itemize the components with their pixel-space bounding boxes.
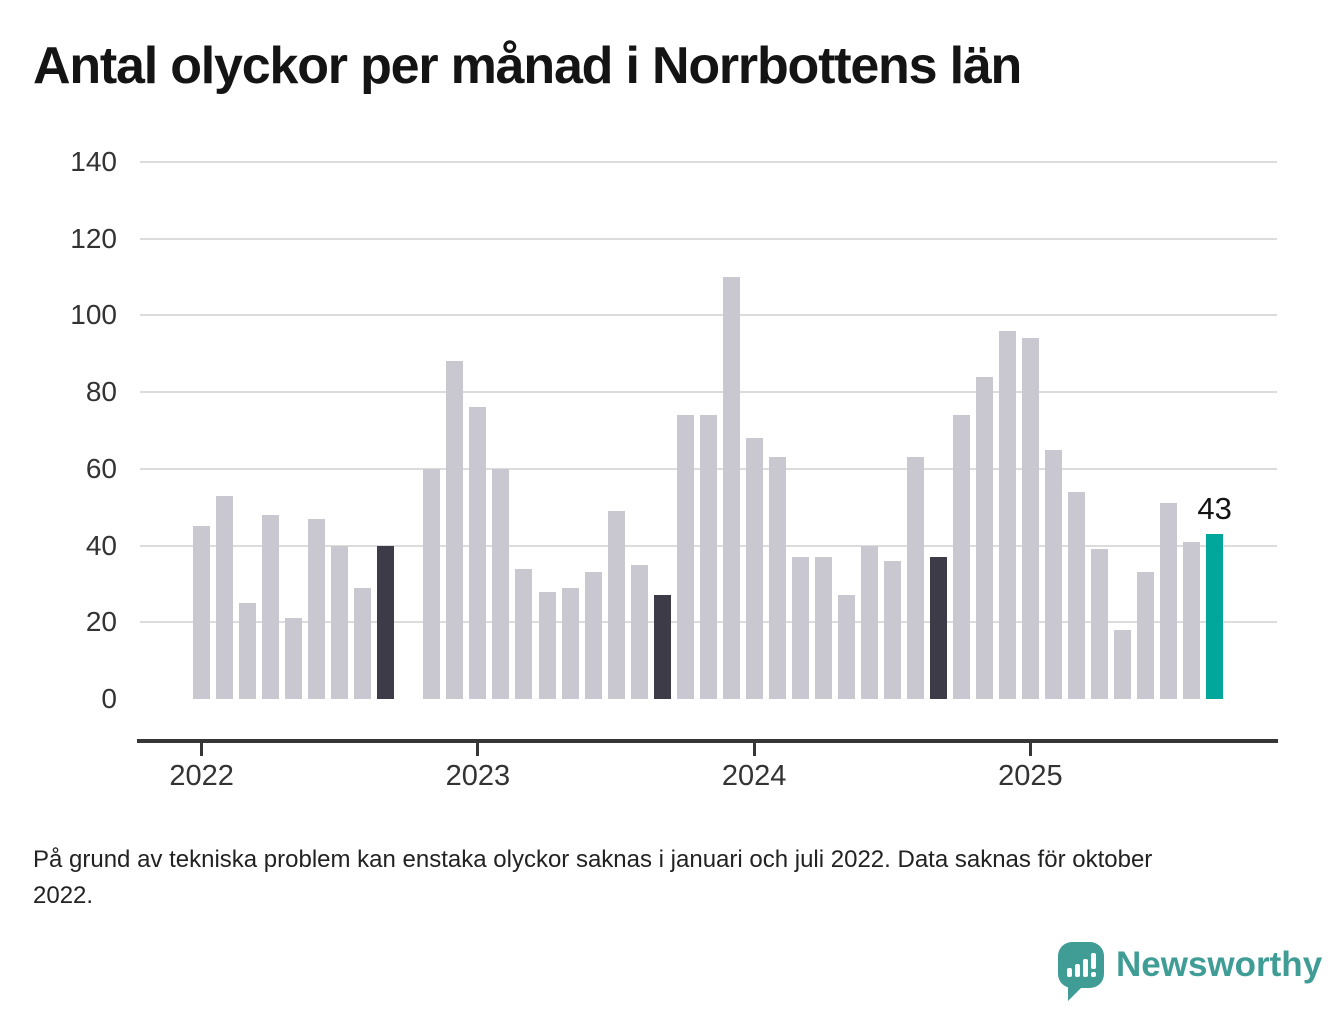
bar-2024-03: [791, 557, 809, 699]
bar-2024-07: [883, 560, 901, 699]
gridline-120: [140, 237, 1277, 240]
bar-2023-12: [722, 277, 740, 699]
bar-chart: 0 20 40 60 80 100 120 140 43 2022 2023 2024 2025: [0, 120, 1340, 792]
newsworthy-bubble-chart-icon: [1058, 942, 1104, 1001]
mini-bar-chart-icon: [1067, 951, 1096, 977]
y-axis-label-140: 140: [70, 146, 117, 177]
y-axis-label-120: 120: [70, 222, 117, 254]
y-axis-label-80: 80: [85, 376, 117, 408]
bar-2024-02: [768, 457, 786, 699]
bar-2025-07: [1160, 503, 1178, 699]
bar-2024-05: [837, 595, 855, 699]
bar-2024-04: [814, 557, 832, 699]
x-axis-line: [137, 739, 1278, 743]
bar-2022-08: [354, 587, 372, 699]
x-axis-label-2023: 2023: [445, 760, 511, 792]
newsworthy-wordmark: Newsworthy: [1116, 945, 1323, 984]
bar-2025-06: [1137, 572, 1155, 699]
x-tick-2025: [1028, 743, 1032, 756]
x-axis-label-2024: 2024: [721, 760, 787, 792]
y-axis-label-20: 20: [85, 606, 117, 638]
bar-2023-10: [676, 415, 694, 699]
bar-2023-01: [469, 407, 487, 699]
bar-2024-11: [975, 376, 993, 699]
bar-2024-10: [952, 415, 970, 699]
bar-2023-03: [515, 568, 533, 699]
x-axis-label-2022: 2022: [169, 760, 234, 792]
bar-2025-01: [1021, 338, 1039, 699]
bar-2024-01: [745, 438, 763, 699]
bar-2022-04: [262, 514, 280, 699]
gridline-140: [140, 161, 1277, 163]
bar-2025-04: [1090, 549, 1108, 699]
bar-2022-05: [285, 618, 303, 699]
plot-area: 0 20 40 60 80 100 120 140 43 2022 2023 2024 2025: [70, 147, 1278, 792]
y-axis-label-0: 0: [101, 683, 117, 714]
bar-2025-08: [1183, 541, 1201, 699]
gridline-80: [140, 391, 1277, 394]
speech-bubble-tail: [1068, 986, 1083, 1001]
bar-2022-02: [216, 495, 234, 699]
bar-2023-09: [653, 595, 671, 699]
bar-2023-11: [699, 415, 717, 699]
bar-2024-08: [906, 457, 924, 699]
y-axis-label-100: 100: [70, 299, 117, 331]
x-tick-2024: [752, 743, 756, 756]
bar-2023-06: [584, 572, 602, 699]
bar-2022-03: [239, 603, 257, 699]
bar-2023-04: [538, 591, 556, 699]
bar-2022-11: [423, 468, 441, 699]
bar-value-label-2025-09: 43: [1197, 491, 1232, 527]
bar-2024-09: [929, 557, 947, 699]
bar-2025-09: [1206, 534, 1224, 699]
bar-2022-01: [193, 526, 211, 699]
bar-2022-07: [331, 545, 349, 699]
x-tick-2023: [476, 743, 480, 756]
bar-2022-06: [308, 518, 326, 699]
bar-2022-12: [446, 361, 464, 699]
bar-2024-12: [998, 330, 1016, 699]
bar-2025-02: [1044, 449, 1062, 699]
x-tick-2022: [200, 743, 204, 756]
bar-2023-08: [630, 564, 648, 699]
gridline-100: [140, 314, 1277, 317]
bar-2024-06: [860, 545, 878, 699]
x-axis-label-2025: 2025: [998, 760, 1063, 792]
bar-2025-05: [1114, 629, 1131, 699]
bar-2023-02: [492, 468, 510, 699]
bar-2025-03: [1067, 491, 1085, 699]
bar-2022-09: [377, 545, 395, 699]
y-axis-label-60: 60: [85, 452, 117, 484]
newsworthy-logo: Newsworthy: [1058, 940, 1322, 1001]
bar-2023-05: [561, 587, 579, 699]
bar-2023-07: [607, 511, 625, 699]
chart-footnote: På grund av tekniska problem kan enstaka…: [33, 846, 1153, 909]
y-axis-label-40: 40: [85, 529, 117, 561]
chart-title: Antal olyckor per månad i Norrbottens lä…: [33, 37, 1022, 95]
exclamation-icon: [1091, 951, 1096, 977]
